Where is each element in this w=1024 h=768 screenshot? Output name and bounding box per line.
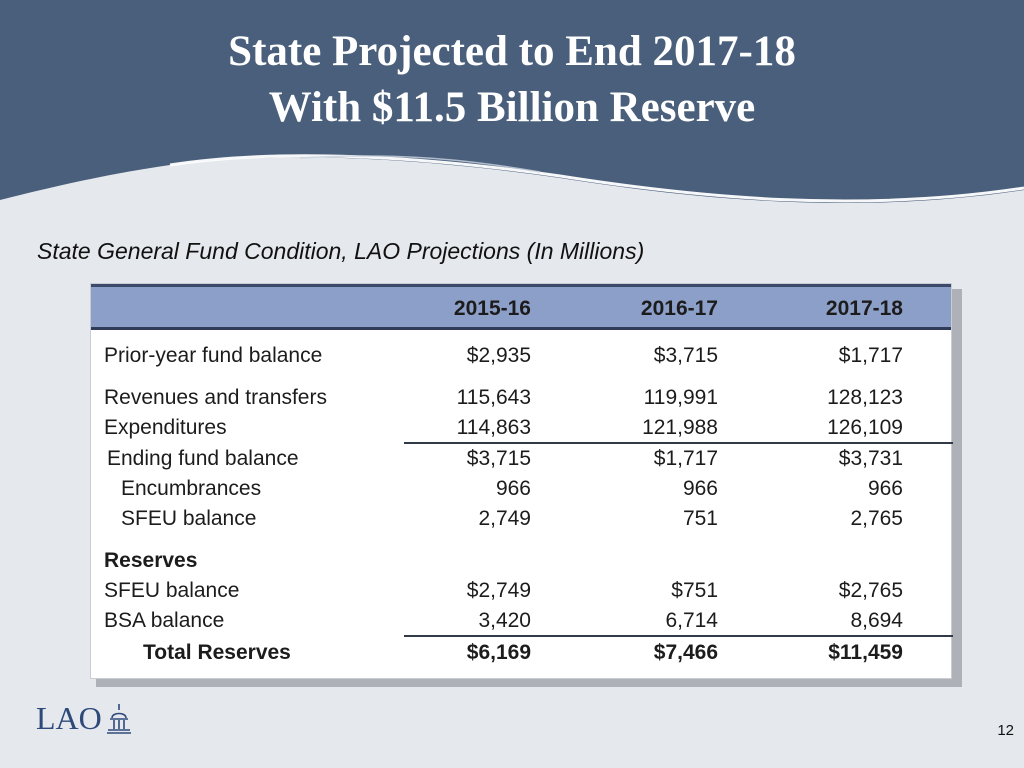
capitol-dome-icon [107,704,131,734]
column-header-2017-18: 2017-18 [825,297,903,320]
row-label: Ending fund balance [107,447,299,470]
cell-2017-18: $1,717 [838,344,903,367]
cell-2016-17: 119,991 [643,386,718,409]
general-fund-table: 2015-16 2016-17 2017-18 Prior-year fund … [90,283,953,679]
cell-2017-18: 966 [867,477,903,500]
total-rule [404,635,953,637]
subtotal-rule [404,442,953,444]
cell-2017-18: 126,109 [827,416,903,439]
cell-2015-16: $3,715 [466,447,531,470]
cell-2016-17: $751 [671,579,718,602]
cell-2015-16: 115,643 [456,386,531,409]
row-label: SFEU balance [121,507,257,530]
row-label: Revenues and transfers [104,386,327,409]
cell-2015-16: 114,863 [456,416,531,439]
page-number: 12 [997,722,1014,739]
cell-2017-18: $3,731 [838,447,903,470]
reserves-heading: Reserves [104,549,198,572]
cell-2017-18: 8,694 [850,609,903,632]
slide-title: State Projected to End 2017-18 With $11.… [0,24,1024,136]
header-banner [0,0,1024,203]
cell-2015-16: $6,169 [466,641,531,664]
cell-2016-17: 121,988 [642,416,718,439]
column-header-2015-16: 2015-16 [453,297,531,320]
lao-logo: LAO [36,700,131,740]
cell-2017-18: 128,123 [827,386,903,409]
cell-2015-16: $2,935 [466,344,531,367]
cell-2016-17: $1,717 [653,447,718,470]
table-subtitle: State General Fund Condition, LAO Projec… [37,238,645,264]
title-line-2: With $11.5 Billion Reserve [268,84,756,131]
cell-2016-17: 966 [682,477,718,500]
cell-2015-16: 3,420 [478,609,531,632]
cell-2017-18: 2,765 [850,507,903,530]
row-label: BSA balance [104,609,225,632]
cell-2016-17: $7,466 [653,641,718,664]
table-header-row: 2015-16 2016-17 2017-18 [91,284,951,330]
row-label: Total Reserves [143,641,291,664]
row-label: Expenditures [104,416,227,439]
cell-2016-17: 751 [682,507,718,530]
row-label: Encumbrances [121,477,262,500]
title-line-1: State Projected to End 2017-18 [228,28,796,75]
cell-2016-17: 6,714 [665,609,718,632]
cell-2015-16: 966 [495,477,531,500]
cell-2017-18: $11,459 [828,641,903,664]
cell-2015-16: 2,749 [478,507,531,530]
row-label: Prior-year fund balance [104,344,323,367]
row-label: SFEU balance [104,579,240,602]
cell-2017-18: $2,765 [838,579,903,602]
cell-2016-17: $3,715 [653,344,718,367]
logo-text: LAO [36,700,102,736]
column-header-2016-17: 2016-17 [640,297,718,320]
cell-2015-16: $2,749 [466,579,531,602]
